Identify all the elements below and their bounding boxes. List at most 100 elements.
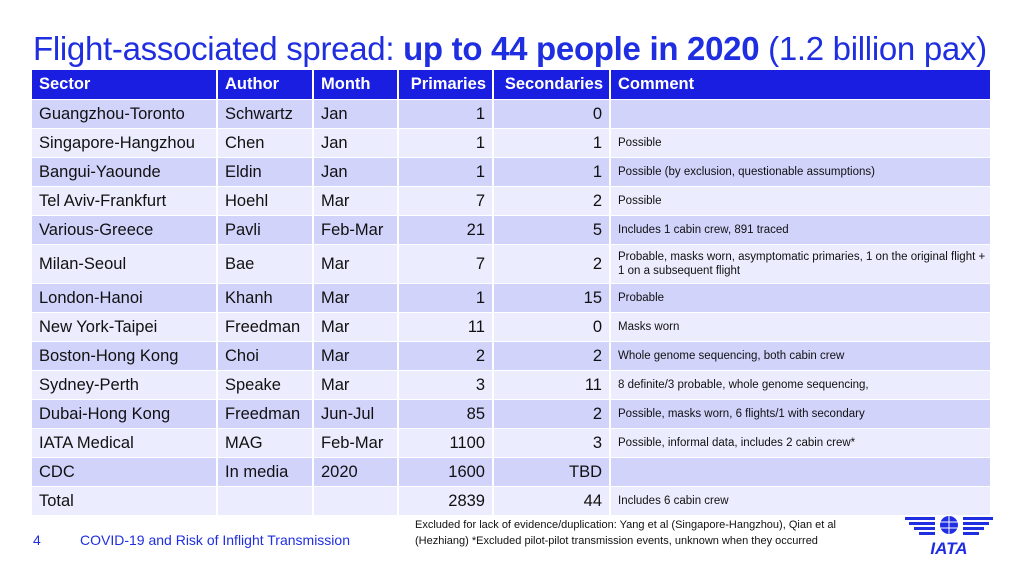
cell-secondaries: 2 [493, 341, 611, 371]
cell-author: Khanh [217, 283, 314, 313]
cell-secondaries: 2 [493, 186, 611, 216]
globe-wings-icon [905, 516, 993, 535]
title-emphasis: up to 44 people in 2020 [403, 30, 760, 67]
cell-sector: Tel Aviv-Frankfurt [32, 186, 218, 216]
cell-author: MAG [217, 428, 314, 458]
cell-sector: IATA Medical [32, 428, 218, 458]
cell-author: In media [217, 457, 314, 487]
cell-primaries: 21 [398, 215, 494, 245]
cell-primaries: 1100 [398, 428, 494, 458]
header-secondaries: Secondaries [493, 70, 611, 100]
cell-primaries: 1600 [398, 457, 494, 487]
cell-month: Feb-Mar [313, 215, 399, 245]
table-row: Bangui-Yaounde Eldin Jan 1 1 Possible (b… [32, 157, 992, 187]
cell-month: Jan [313, 99, 399, 129]
cell-author: Choi [217, 341, 314, 371]
cell-sector: CDC [32, 457, 218, 487]
cell-author: Eldin [217, 157, 314, 187]
cell-sector: Boston-Hong Kong [32, 341, 218, 371]
cell-sector: Bangui-Yaounde [32, 157, 218, 187]
cell-secondaries: 3 [493, 428, 611, 458]
cell-primaries: 7 [398, 186, 494, 216]
cell-sector: Guangzhou-Toronto [32, 99, 218, 129]
header-sector: Sector [32, 70, 218, 100]
table-row: London-Hanoi Khanh Mar 1 15 Probable [32, 283, 992, 313]
cell-author: Bae [217, 244, 314, 284]
cell-month: Jan [313, 128, 399, 158]
cell-primaries: 2 [398, 341, 494, 371]
cell-month: Jan [313, 157, 399, 187]
cell-month: Mar [313, 244, 399, 284]
cell-comment: Includes 1 cabin crew, 891 traced [610, 215, 992, 245]
table-row: Dubai-Hong Kong Freedman Jun-Jul 85 2 Po… [32, 399, 992, 429]
cell-secondaries: 11 [493, 370, 611, 400]
footer-title: COVID-19 and Risk of Inflight Transmissi… [80, 532, 350, 548]
header-month: Month [313, 70, 399, 100]
cell-primaries: 1 [398, 99, 494, 129]
cell-sector: Sydney-Perth [32, 370, 218, 400]
table-row: Sydney-Perth Speake Mar 3 11 8 definite/… [32, 370, 992, 400]
cell-sector: New York-Taipei [32, 312, 218, 342]
cell-sector: Singapore-Hangzhou [32, 128, 218, 158]
cell-author: Chen [217, 128, 314, 158]
cell-sector: Various-Greece [32, 215, 218, 245]
slide-title: Flight-associated spread: up to 44 peopl… [33, 30, 987, 68]
cell-comment: 8 definite/3 probable, whole genome sequ… [610, 370, 992, 400]
table-row: IATA Medical MAG Feb-Mar 1100 3 Possible… [32, 428, 992, 458]
cell-primaries: 7 [398, 244, 494, 284]
cell-secondaries: 2 [493, 244, 611, 284]
logo-text: IATA [930, 539, 967, 557]
cell-secondaries: 1 [493, 128, 611, 158]
cell-secondaries: 15 [493, 283, 611, 313]
cell-secondaries: 0 [493, 312, 611, 342]
cell-author: Hoehl [217, 186, 314, 216]
cell-sector: London-Hanoi [32, 283, 218, 313]
cell-comment: Probable [610, 283, 992, 313]
cell-author [217, 486, 314, 515]
table-row: Guangzhou-Toronto Schwartz Jan 1 0 [32, 99, 992, 129]
cell-comment [610, 457, 992, 487]
cell-comment: Possible [610, 186, 992, 216]
cell-comment: Possible [610, 128, 992, 158]
cell-secondaries: 5 [493, 215, 611, 245]
cell-primaries: 2839 [398, 486, 494, 515]
cell-author: Pavli [217, 215, 314, 245]
cell-comment: Whole genome sequencing, both cabin crew [610, 341, 992, 371]
cell-sector: Dubai-Hong Kong [32, 399, 218, 429]
cell-comment: Probable, masks worn, asymptomatic prima… [610, 244, 992, 284]
header-comment: Comment [610, 70, 992, 100]
cell-author: Schwartz [217, 99, 314, 129]
cell-comment [610, 99, 992, 129]
table-row: New York-Taipei Freedman Mar 11 0 Masks … [32, 312, 992, 342]
cell-secondaries: 0 [493, 99, 611, 129]
cell-primaries: 1 [398, 157, 494, 187]
header-author: Author [217, 70, 314, 100]
table-row: Tel Aviv-Frankfurt Hoehl Mar 7 2 Possibl… [32, 186, 992, 216]
cell-author: Freedman [217, 312, 314, 342]
cell-month: Feb-Mar [313, 428, 399, 458]
header-primaries: Primaries [398, 70, 494, 100]
cell-primaries: 1 [398, 283, 494, 313]
cell-comment: Masks worn [610, 312, 992, 342]
cell-primaries: 85 [398, 399, 494, 429]
cell-month: Mar [313, 312, 399, 342]
cell-month: Jun-Jul [313, 399, 399, 429]
transmission-table: Sector Author Month Primaries Secondarie… [32, 70, 992, 515]
title-part-1: Flight-associated spread: [33, 30, 404, 67]
cell-secondaries: 44 [493, 486, 611, 515]
cell-comment: Possible, informal data, includes 2 cabi… [610, 428, 992, 458]
cell-month [313, 486, 399, 515]
cell-sector: Milan-Seoul [32, 244, 218, 284]
table-row: Milan-Seoul Bae Mar 7 2 Probable, masks … [32, 244, 992, 284]
cell-primaries: 3 [398, 370, 494, 400]
cell-secondaries: 1 [493, 157, 611, 187]
cell-secondaries: 2 [493, 399, 611, 429]
title-part-3: (1.2 billion pax) [759, 30, 987, 67]
table-row: CDC In media 2020 1600 TBD [32, 457, 992, 487]
cell-sector: Total [32, 486, 218, 515]
page-number: 4 [33, 532, 41, 548]
cell-comment: Possible (by exclusion, questionable ass… [610, 157, 992, 187]
cell-primaries: 11 [398, 312, 494, 342]
table-row: Singapore-Hangzhou Chen Jan 1 1 Possible [32, 128, 992, 158]
table-row: Boston-Hong Kong Choi Mar 2 2 Whole geno… [32, 341, 992, 371]
